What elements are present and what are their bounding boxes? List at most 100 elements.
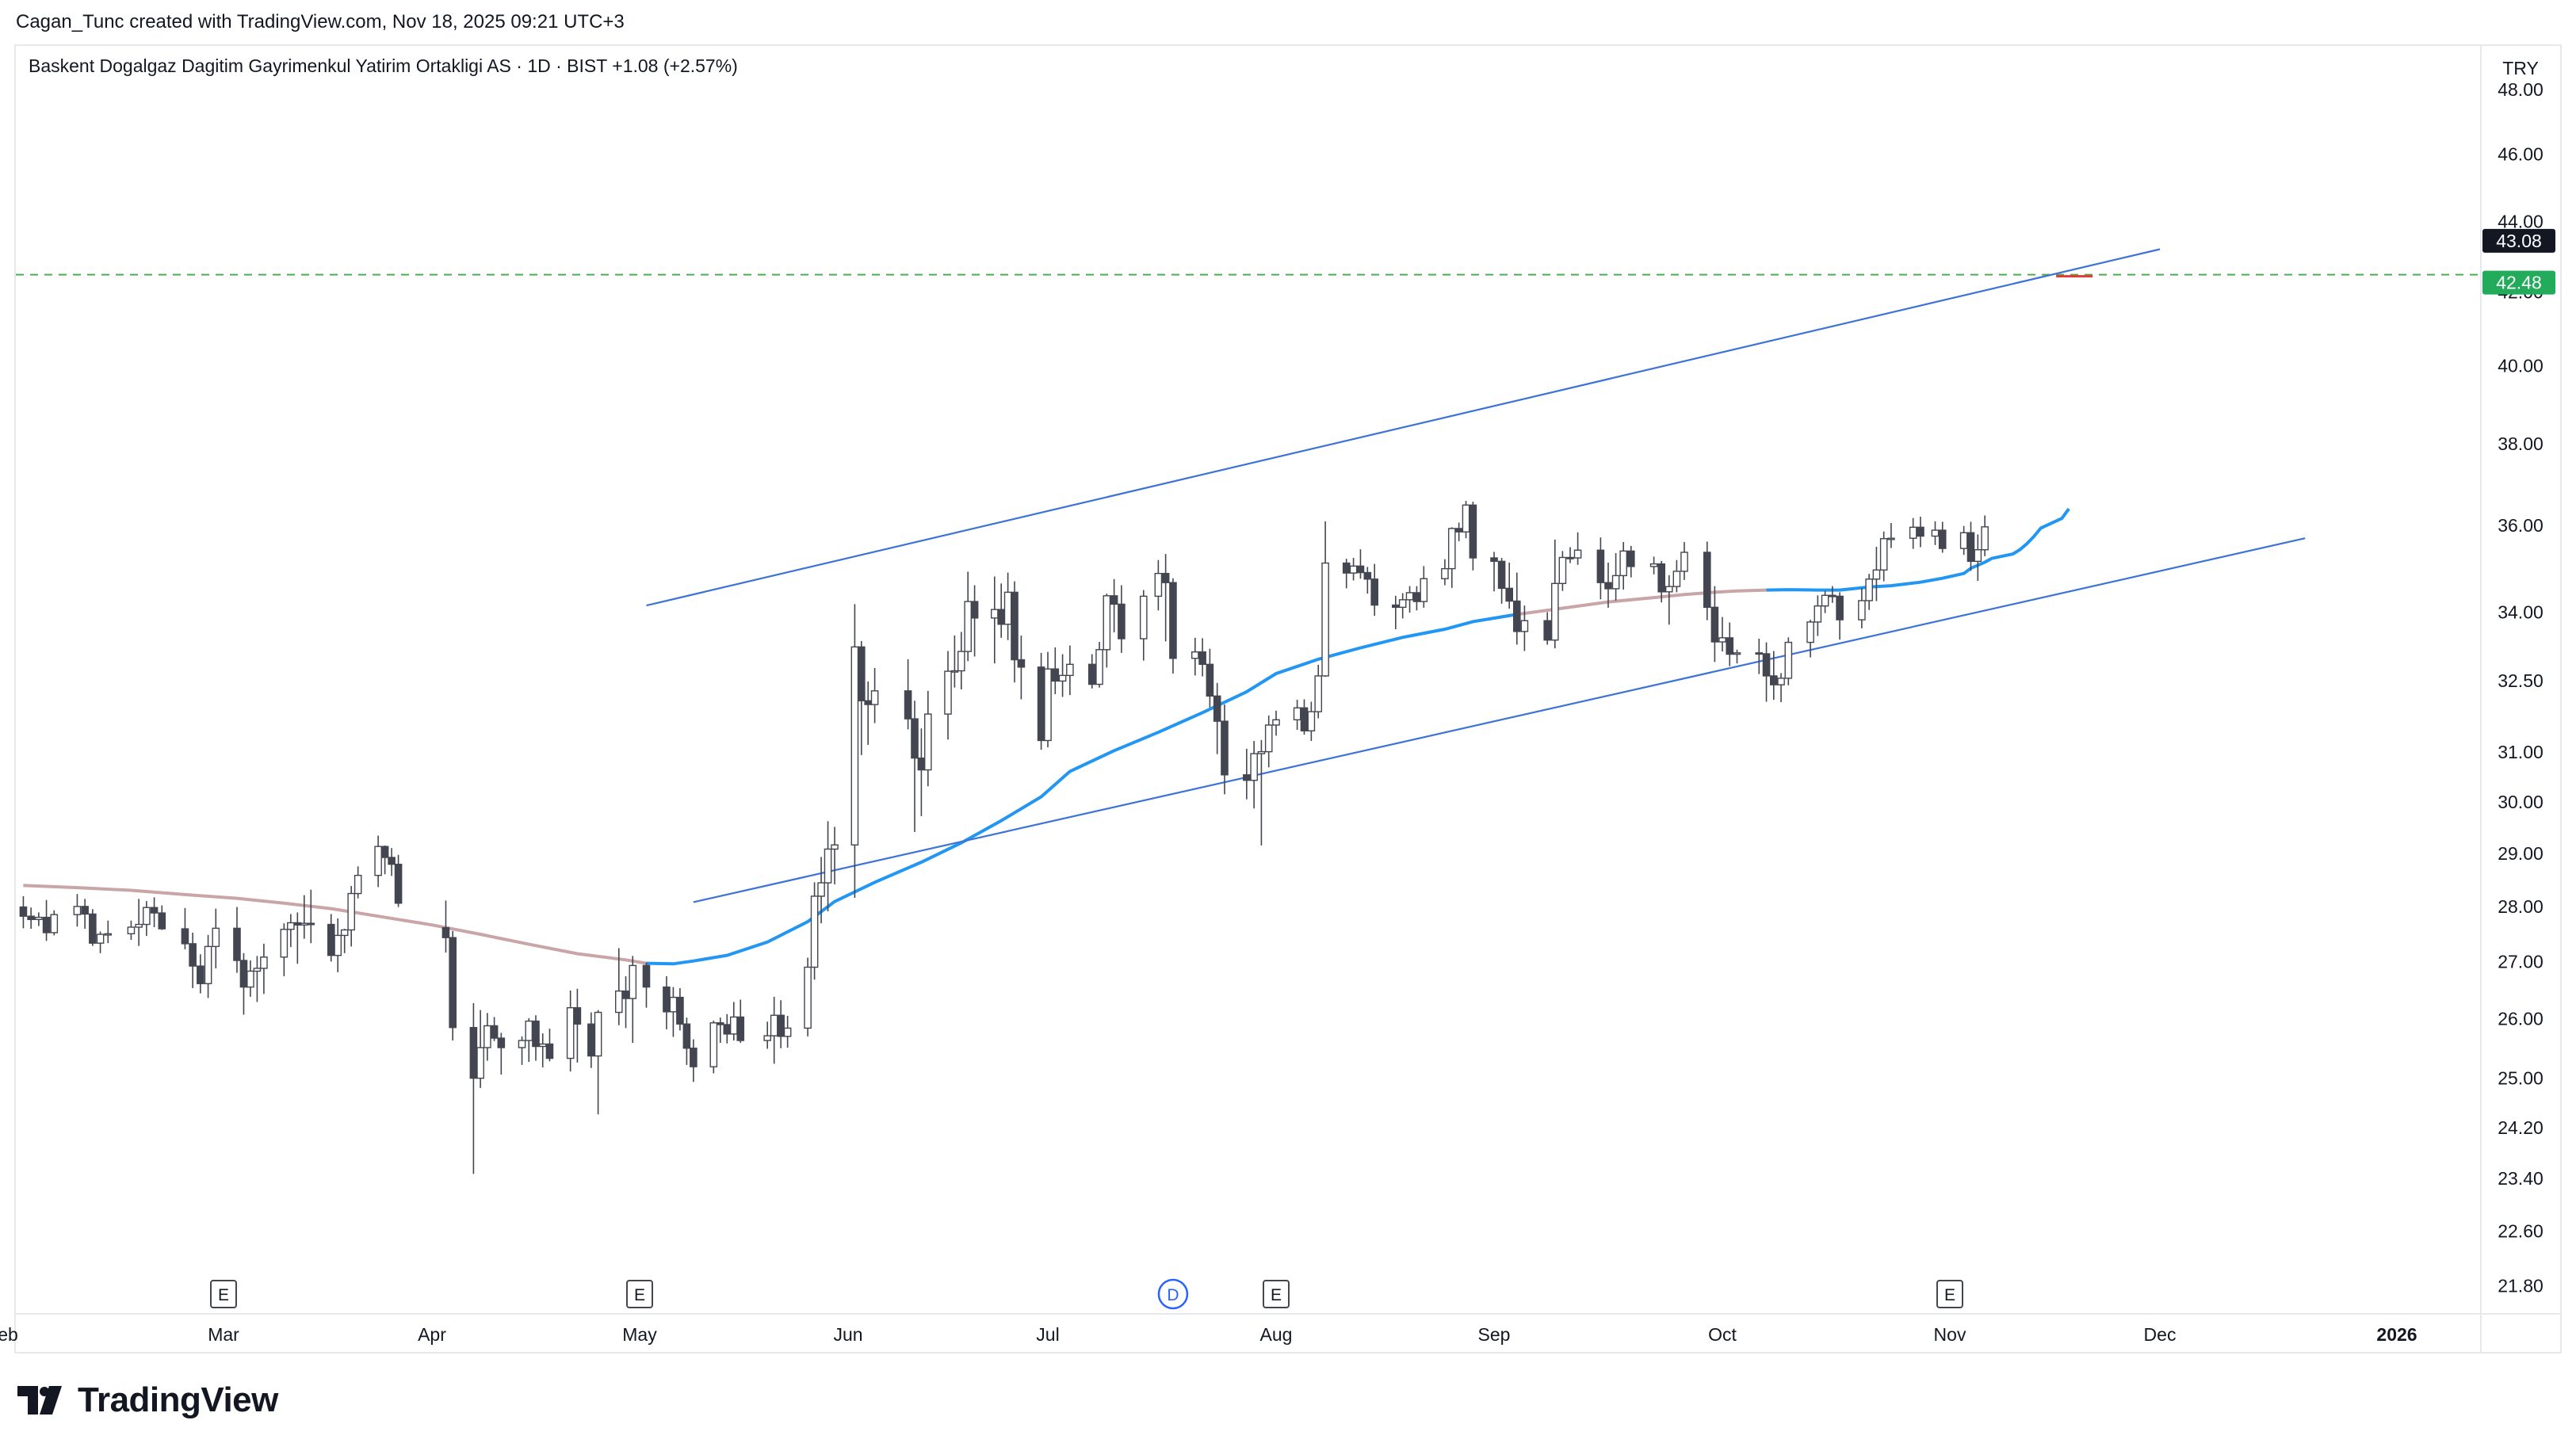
candle xyxy=(1420,566,1428,608)
price-tick-label: 25.00 xyxy=(2498,1068,2544,1089)
candle xyxy=(1300,699,1309,735)
candle xyxy=(1412,586,1421,611)
moving-average-line xyxy=(1766,507,2070,592)
earnings-marker[interactable]: E xyxy=(1263,1280,1290,1308)
candle xyxy=(1198,638,1206,677)
candle xyxy=(158,905,166,930)
candle xyxy=(1363,567,1372,594)
candle xyxy=(1497,558,1506,604)
candle xyxy=(594,1010,602,1115)
candle xyxy=(1543,612,1551,645)
candle xyxy=(1784,637,1793,685)
candle xyxy=(615,948,623,1025)
candle xyxy=(1931,521,1940,545)
candle xyxy=(388,848,396,876)
channel-upper-line[interactable] xyxy=(646,248,2161,607)
time-tick-label: Nov xyxy=(1934,1324,1966,1345)
candle xyxy=(831,827,839,885)
price-tick-label: 40.00 xyxy=(2498,356,2544,376)
candle xyxy=(736,999,745,1044)
candle xyxy=(621,975,630,1029)
earnings-marker[interactable]: E xyxy=(626,1280,653,1308)
candle xyxy=(1821,590,1829,613)
candle xyxy=(990,576,999,664)
candle xyxy=(770,996,778,1064)
time-tick-label: Dec xyxy=(2144,1324,2177,1345)
candle xyxy=(663,975,671,1029)
candle xyxy=(1169,578,1177,674)
candle xyxy=(1087,654,1096,689)
candle xyxy=(189,932,197,989)
currency-label: TRY xyxy=(2502,58,2539,78)
candle xyxy=(334,918,342,972)
svg-text:D: D xyxy=(1167,1286,1179,1304)
time-tick-label: Jun xyxy=(833,1324,862,1345)
candle xyxy=(1257,739,1266,846)
candle xyxy=(293,912,302,964)
candle xyxy=(73,894,82,927)
candle xyxy=(824,821,832,912)
candle xyxy=(204,934,212,998)
candle xyxy=(709,1020,718,1074)
candle xyxy=(143,901,151,937)
candle xyxy=(490,1017,499,1041)
candle xyxy=(1462,501,1470,539)
candle xyxy=(1003,572,1012,640)
candle xyxy=(1974,534,1982,581)
candle xyxy=(1505,562,1513,609)
candle xyxy=(1887,523,1895,548)
candle xyxy=(1604,562,1612,608)
candle xyxy=(525,1017,533,1063)
time-tick-label: Oct xyxy=(1708,1324,1737,1345)
candle xyxy=(449,930,457,1041)
candle xyxy=(729,1002,738,1041)
time-tick-label: Apr xyxy=(418,1324,446,1345)
candle xyxy=(150,897,159,928)
price-change: +1.08 (+2.57%) xyxy=(612,55,738,76)
channel-lower-line[interactable] xyxy=(693,537,2306,903)
candle xyxy=(104,920,113,944)
dividend-marker[interactable]: D xyxy=(1157,1278,1189,1310)
candle xyxy=(247,960,254,997)
candle xyxy=(27,907,35,930)
candle xyxy=(89,909,97,946)
candle xyxy=(777,1000,785,1048)
earnings-marker[interactable]: E xyxy=(210,1280,237,1308)
candle xyxy=(327,914,335,962)
candle xyxy=(483,1013,491,1061)
earnings-marker[interactable]: E xyxy=(1936,1280,1963,1308)
time-tick-label: Sep xyxy=(1478,1324,1511,1345)
svg-text:43.08: 43.08 xyxy=(2496,231,2542,251)
time-tick-label: May xyxy=(622,1324,657,1345)
candle xyxy=(1762,642,1771,702)
candle xyxy=(864,682,872,745)
candle xyxy=(42,899,51,941)
candle xyxy=(1664,575,1673,625)
candle xyxy=(1139,590,1148,661)
candle xyxy=(81,899,89,930)
candle xyxy=(1959,525,1968,556)
candle xyxy=(1398,593,1407,619)
candle xyxy=(347,886,355,947)
time-axis[interactable]: eb Mar Apr May Jun Jul Aug Sep Oct Nov Dec 2026 xyxy=(0,1324,2417,1345)
price-tick-label: 22.60 xyxy=(2498,1221,2544,1242)
candle xyxy=(783,1015,792,1048)
last-price-tag: 43.08 xyxy=(2482,228,2555,253)
candle xyxy=(964,571,972,662)
candle xyxy=(669,987,678,1037)
price-tick-label: 46.00 xyxy=(2498,143,2544,164)
candle xyxy=(380,845,389,875)
event-markers[interactable]: E E E ED xyxy=(210,1278,1963,1310)
price-axis[interactable]: 48.0046.0044.0042.0040.0038.0036.0034.00… xyxy=(2498,79,2544,1296)
chart-frame xyxy=(14,44,2562,1353)
candle xyxy=(135,899,143,946)
candle xyxy=(181,907,189,949)
candle xyxy=(1657,560,1666,603)
svg-text:42.48: 42.48 xyxy=(2496,273,2542,293)
tradingview-logo[interactable]: TradingView xyxy=(17,1380,278,1420)
candle xyxy=(518,1036,526,1065)
candle xyxy=(1573,532,1582,565)
candle xyxy=(870,667,879,724)
candle xyxy=(911,701,919,832)
